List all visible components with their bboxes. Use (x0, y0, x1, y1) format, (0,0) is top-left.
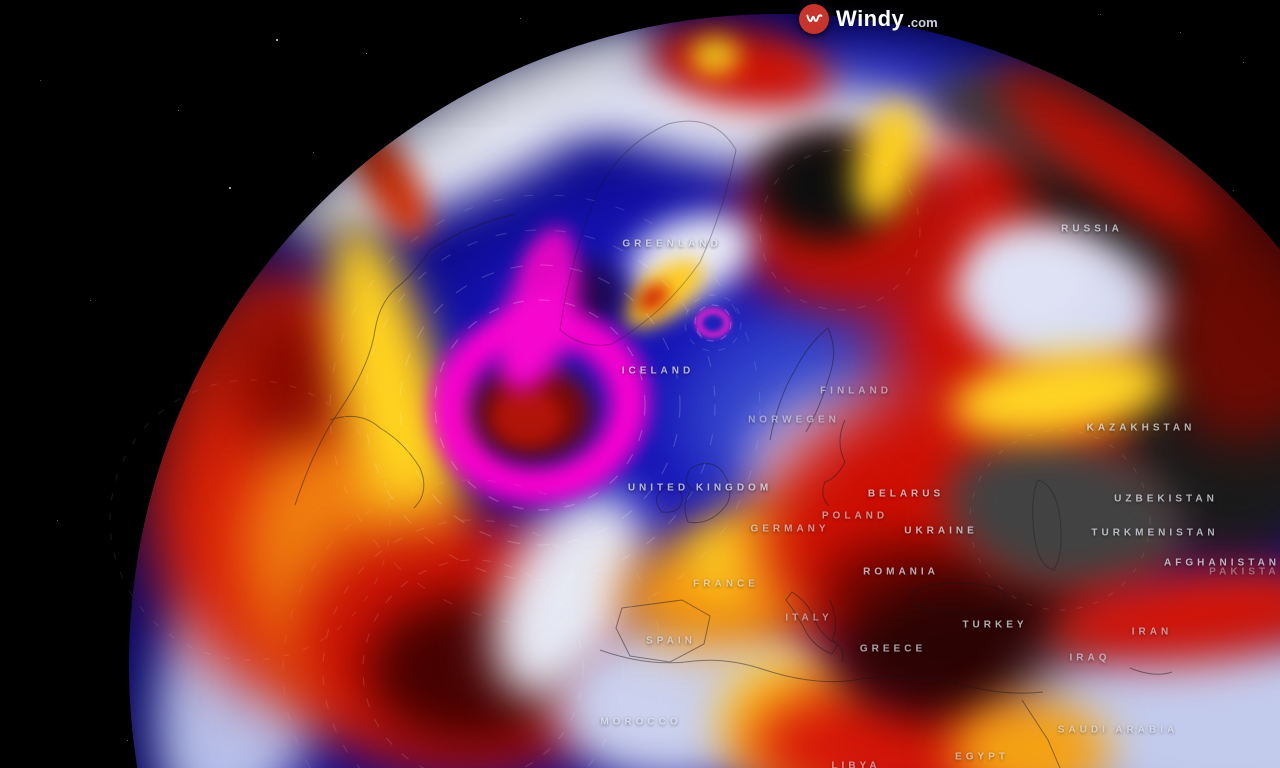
windy-logo[interactable]: Windy .com (799, 4, 938, 34)
globe-temperature-map[interactable] (129, 14, 1280, 768)
star (90, 300, 91, 301)
windy-logo-suffix: .com (907, 14, 938, 30)
star (40, 80, 41, 81)
star (127, 740, 128, 741)
windy-swirl-icon (806, 14, 823, 23)
windy-logo-text: Windy (836, 6, 905, 31)
anomaly-field (129, 14, 1280, 768)
windy-logo-badge (799, 4, 829, 34)
star (57, 520, 58, 521)
